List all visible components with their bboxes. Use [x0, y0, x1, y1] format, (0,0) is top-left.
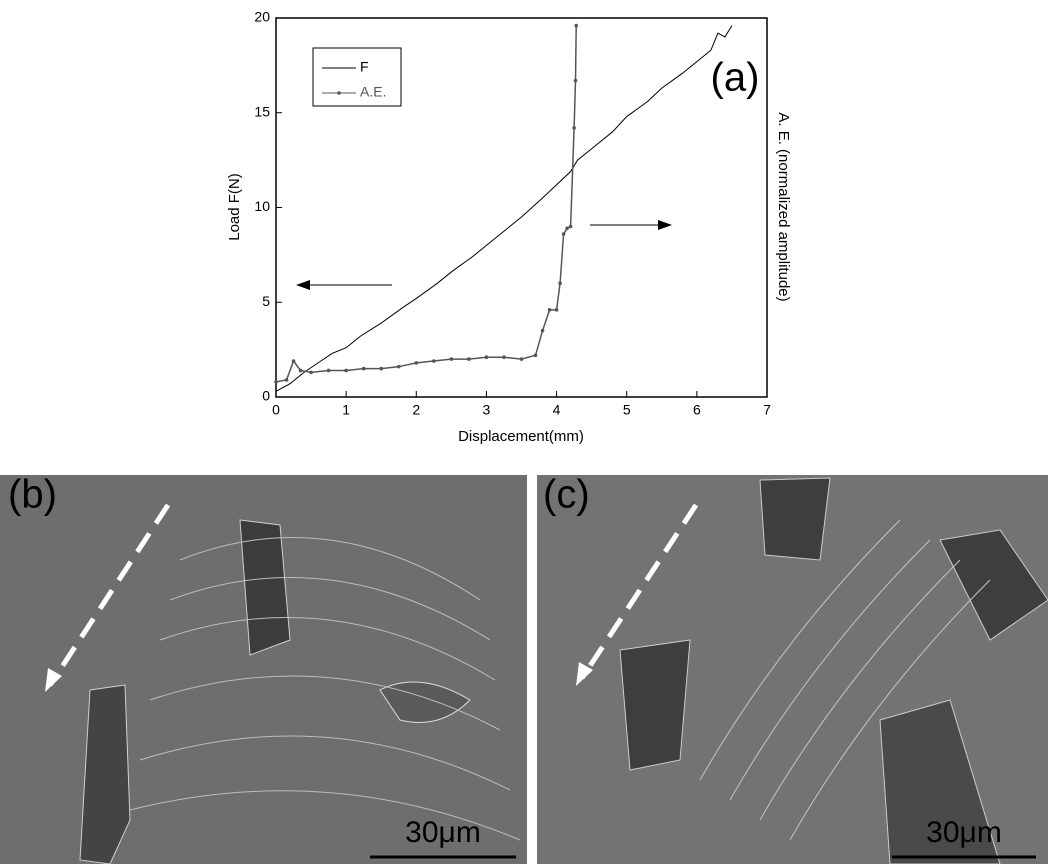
scale-bar-label: 30μm — [926, 816, 1002, 849]
marker — [554, 308, 559, 312]
y-tick-label: 20 — [254, 9, 270, 25]
x-tick-label: 0 — [272, 402, 280, 418]
marker — [467, 357, 471, 361]
marker — [572, 126, 576, 130]
marker — [558, 281, 562, 286]
x-tick-label: 1 — [342, 402, 350, 418]
marker — [449, 357, 454, 361]
series-line — [275, 25, 577, 383]
marker — [432, 359, 436, 363]
legend-label: F — [360, 59, 369, 75]
marker — [344, 368, 348, 373]
panel-label: (b) — [8, 473, 57, 517]
x-tick-label: 7 — [763, 402, 771, 418]
sem-image-b — [0, 475, 527, 864]
marker — [291, 359, 296, 363]
x-tick-label: 5 — [623, 402, 631, 418]
x-tick-label: 3 — [483, 402, 491, 418]
scale-bar-label: 30μm — [405, 816, 481, 849]
marker — [502, 355, 506, 360]
marker — [298, 368, 303, 373]
panel-label: (c) — [543, 473, 590, 517]
marker — [284, 378, 289, 382]
y-tick-label: 0 — [262, 388, 270, 404]
marker — [573, 78, 578, 83]
legend-marker — [337, 91, 341, 95]
marker — [533, 353, 538, 358]
y-tick-label: 15 — [254, 103, 270, 119]
y-axis-label: Load F(N) — [226, 173, 243, 241]
marker — [361, 366, 366, 371]
x-tick-label: 4 — [553, 402, 561, 418]
marker — [574, 23, 579, 28]
legend — [312, 47, 402, 107]
marker — [326, 368, 331, 373]
marker — [414, 361, 419, 365]
marker — [568, 224, 573, 229]
marker — [274, 380, 278, 384]
marker — [396, 364, 401, 369]
marker — [547, 308, 552, 312]
series-line — [275, 25, 733, 392]
marker — [519, 357, 524, 361]
x-tick-label: 6 — [693, 402, 701, 418]
marker — [309, 370, 313, 375]
x-axis-label: Displacement(mm) — [458, 428, 584, 445]
y2-axis-label: A. E. (normalized amplitude) — [775, 112, 792, 301]
legend-label: A.E. — [360, 84, 386, 100]
marker — [540, 328, 545, 333]
marker — [484, 355, 489, 360]
marker — [565, 226, 569, 231]
arrows — [296, 220, 672, 290]
y-tick-label: 5 — [262, 293, 270, 309]
y-tick-label: 10 — [254, 198, 270, 214]
marker — [561, 232, 566, 236]
marker — [379, 366, 384, 371]
sem-image-c — [537, 475, 1048, 864]
panel-label: (a) — [711, 56, 760, 100]
x-tick-label: 2 — [412, 402, 420, 418]
